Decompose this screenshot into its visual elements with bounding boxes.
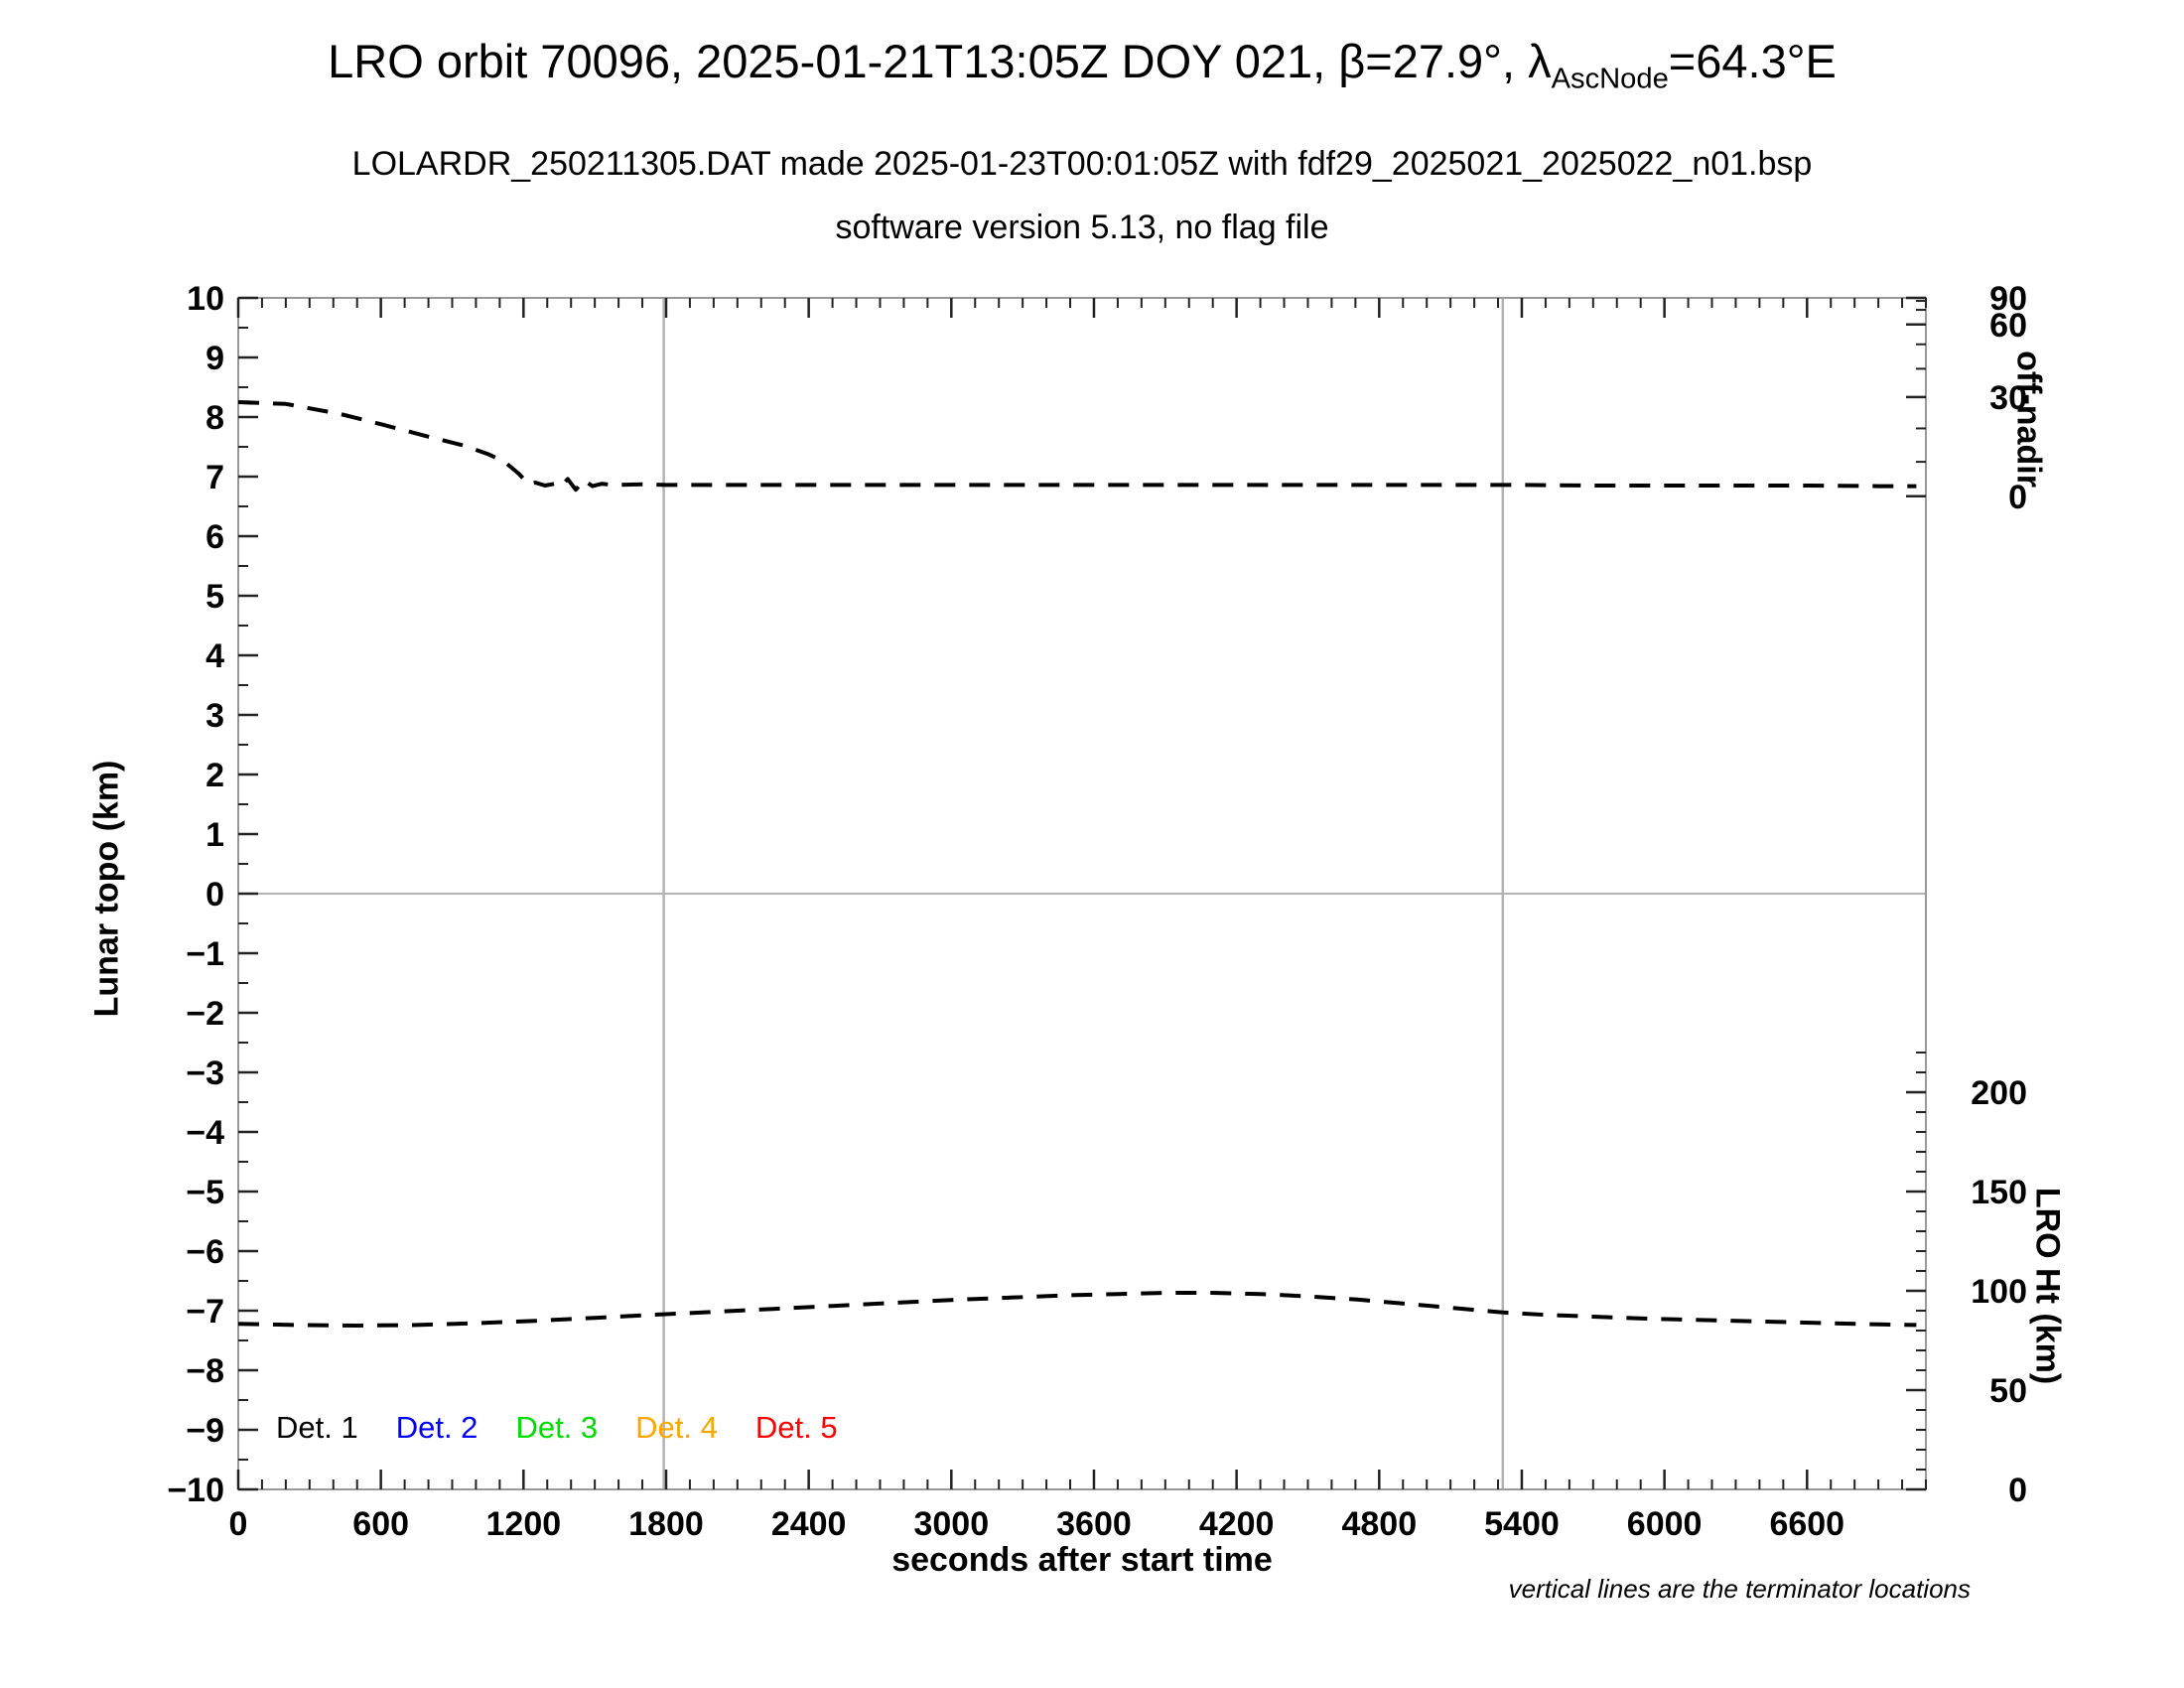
y-tick-label: 8 [205, 399, 224, 437]
page-title: LRO orbit 70096, 2025-01-21T13:05Z DOY 0… [0, 34, 2164, 95]
lro-ht-tick-label: 150 [1971, 1174, 2027, 1211]
y-tick-label: −4 [186, 1114, 224, 1152]
y-axis-title-lro-height: LRO Ht (km) [2028, 1187, 2067, 1385]
x-tick-label: 3000 [913, 1505, 989, 1543]
y-tick-label: −9 [186, 1412, 224, 1450]
y-tick-label: −7 [186, 1293, 224, 1331]
y-axis-title-offnadir: off-nadir [2009, 351, 2048, 488]
title-prefix: LRO orbit 70096, 2025-01-21T13:05Z DOY 0… [328, 35, 1552, 87]
y-tick-label: 9 [205, 340, 224, 377]
y-tick-label: 1 [205, 816, 224, 854]
y-tick-label: −2 [186, 995, 224, 1033]
legend-item-det-1: Det. 1 [276, 1410, 358, 1445]
y-axis-title-left: Lunar topo (km) [87, 760, 126, 1018]
x-tick-label: 4800 [1341, 1505, 1417, 1543]
y-tick-label: −5 [186, 1174, 224, 1211]
curve-lro-height [237, 1291, 1917, 1328]
offnadir-tick-label: 60 [1989, 307, 2027, 345]
curve-offnadir-angle [237, 400, 1917, 492]
title-suffix: =64.3°E [1668, 35, 1837, 87]
y-tick-label: 6 [205, 518, 224, 556]
lro-ht-tick-label: 200 [1971, 1074, 2027, 1112]
lro-ht-tick-label: 0 [2008, 1472, 2027, 1509]
y-tick-label: 2 [205, 757, 224, 794]
terminator-footnote: vertical lines are the terminator locati… [1508, 1574, 1971, 1604]
x-axis-title: seconds after start time [891, 1541, 1273, 1579]
y-tick-label: −10 [167, 1472, 224, 1509]
legend-item-det-2: Det. 2 [395, 1410, 478, 1445]
y-tick-label: −3 [186, 1055, 224, 1092]
x-tick-label: 2400 [771, 1505, 847, 1543]
y-tick-label: 10 [187, 280, 224, 318]
offnadir-tick-label: 90 [1989, 280, 2027, 318]
x-tick-label: 1800 [628, 1505, 704, 1543]
x-tick-label: 5400 [1484, 1505, 1560, 1543]
y-tick-label: 7 [205, 459, 224, 496]
x-tick-label: 1200 [486, 1505, 562, 1543]
x-tick-label: 0 [229, 1505, 248, 1543]
y-tick-label: 4 [205, 637, 224, 675]
x-tick-label: 600 [352, 1505, 409, 1543]
subtitle-file-line: LOLARDR_250211305.DAT made 2025-01-23T00… [351, 145, 1813, 183]
offnadir-tick-label: 30 [1989, 379, 2027, 417]
x-tick-label: 3600 [1056, 1505, 1132, 1543]
y-tick-label: −8 [186, 1352, 224, 1390]
x-tick-label: 6600 [1769, 1505, 1844, 1543]
y-tick-label: 3 [205, 697, 224, 735]
x-tick-label: 4200 [1199, 1505, 1275, 1543]
subtitle-version-line: software version 5.13, no flag file [835, 209, 1329, 246]
legend-item-det-5: Det. 5 [754, 1410, 838, 1445]
offnadir-tick-label: 0 [2008, 479, 2027, 516]
y-tick-label: 0 [205, 876, 224, 914]
x-tick-label: 6000 [1627, 1505, 1703, 1543]
lro-ht-tick-label: 100 [1971, 1273, 2027, 1311]
legend-item-det-3: Det. 3 [515, 1410, 599, 1445]
detector-legend: Det. 1 Det. 2 Det. 3 Det. 4 Det. 5 [276, 1410, 838, 1446]
lro-ht-tick-label: 50 [1989, 1372, 2027, 1410]
title-subscript: AscNode [1551, 63, 1669, 95]
legend-item-det-4: Det. 4 [635, 1410, 718, 1445]
y-tick-label: −6 [186, 1233, 224, 1271]
y-tick-label: 5 [205, 578, 224, 616]
y-tick-label: −1 [186, 935, 224, 973]
